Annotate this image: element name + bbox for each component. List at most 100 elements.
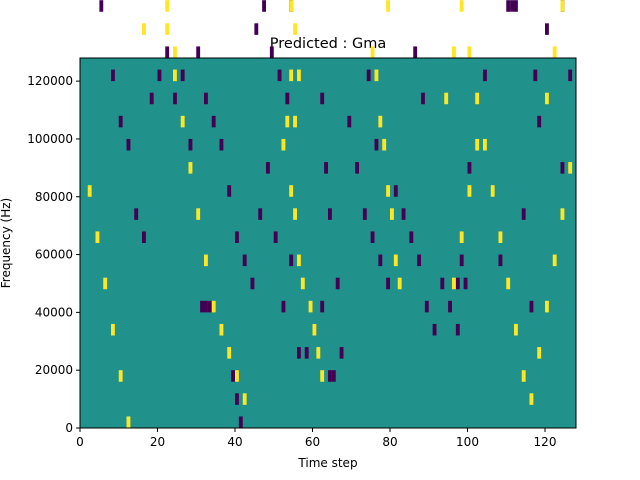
heatmap-cell-low [455, 277, 460, 290]
heatmap-cell-high [285, 115, 290, 128]
heatmap-cell-low [370, 231, 375, 243]
plot-background [80, 58, 576, 428]
y-tick-label: 100000 [27, 132, 73, 146]
heatmap-cell-low [273, 231, 278, 243]
heatmap-cell-low [366, 69, 371, 82]
heatmap-cell-high [297, 69, 301, 82]
x-tick-label: 40 [227, 435, 242, 449]
heatmap-cell-high [529, 393, 534, 405]
heatmap-cell-low [533, 69, 538, 82]
heatmap-cell-high [537, 347, 542, 359]
heatmap-cell-low [165, 46, 170, 58]
heatmap-cell-high [165, 0, 170, 12]
heatmap-cell-low [297, 347, 301, 359]
heatmap-cell-low [362, 208, 367, 220]
heatmap-cell-low [200, 300, 204, 313]
heatmap-cell-high [300, 277, 305, 290]
heatmap-cell-high [235, 370, 239, 382]
heatmap-cell-low [448, 300, 452, 313]
heatmap-cell-high [126, 416, 131, 428]
heatmap-cell-low [521, 208, 526, 220]
heatmap-cell-high [475, 92, 480, 105]
heatmap-cell-high [390, 208, 394, 220]
heatmap-cell-high [103, 277, 108, 290]
heatmap-cell-high [188, 162, 193, 174]
heatmap-cell-high [196, 208, 201, 220]
heatmap-cell-high [289, 69, 294, 82]
heatmap-cell-high [293, 115, 297, 128]
heatmap-cell-low [347, 115, 352, 128]
heatmap-cell-low [134, 208, 139, 220]
heatmap-cell-low [514, 0, 518, 12]
heatmap-cell-low [231, 370, 235, 382]
heatmap-cell-low [269, 46, 274, 58]
heatmap-cell-low [560, 162, 565, 174]
heatmap-cell-low [99, 0, 104, 12]
heatmap-cell-high [312, 323, 317, 336]
heatmap-cell-high [118, 370, 123, 382]
heatmap-cell-high [444, 92, 449, 105]
y-tick-label: 120000 [27, 74, 73, 88]
heatmap-cell-low [262, 0, 266, 12]
heatmap-cell-high [242, 393, 247, 405]
heatmap-cell-low [118, 115, 123, 128]
heatmap-cell-high [281, 138, 286, 151]
heatmap-cell-low [219, 138, 224, 151]
heatmap-cell-low [510, 0, 514, 12]
heatmap-cell-low [266, 162, 270, 174]
heatmap-cell-low [281, 300, 286, 313]
heatmap-cell-high [514, 323, 518, 336]
heatmap-cell-high [382, 138, 387, 151]
x-axis-ticks: 0 20 40 60 80 100 120 [76, 428, 556, 449]
heatmap-cell-high [316, 347, 321, 359]
heatmap-cell-low [409, 231, 414, 243]
heatmap-cell-high [560, 0, 565, 12]
heatmap-cell-high [173, 69, 177, 82]
heatmap-cell-low [324, 162, 328, 174]
heatmap-cell-low [374, 138, 379, 151]
heatmap-cell-low [242, 254, 247, 267]
heatmap-cell-high [320, 370, 325, 382]
heatmap-cell-low [506, 0, 511, 12]
heatmap-cell-high [374, 69, 379, 82]
x-tick-label: 20 [150, 435, 165, 449]
heatmap-cell-low [142, 231, 146, 243]
x-tick-label: 100 [456, 435, 479, 449]
heatmap-cell-high [459, 231, 464, 243]
heatmap-cell-low [386, 277, 390, 290]
chart-title: Predicted : Gma [270, 36, 386, 52]
heatmap-cell-low [355, 162, 359, 174]
x-tick-label: 60 [305, 435, 320, 449]
heatmap-cell-high [552, 254, 557, 267]
y-tick-label: 40000 [35, 305, 73, 319]
heatmap-cell-low [211, 115, 216, 128]
heatmap-cell-low [320, 92, 325, 105]
heatmap-cell-high [204, 254, 208, 267]
heatmap-cell-high [293, 23, 297, 35]
heatmap-cell-high [475, 138, 480, 151]
heatmap-cell-high [568, 162, 573, 174]
heatmap-cell-high [467, 185, 472, 197]
heatmap-cell-low [227, 185, 232, 197]
heatmap-cell-low [432, 323, 437, 336]
heatmap-cell-low [421, 92, 425, 105]
y-tick-label: 60000 [35, 248, 73, 262]
heatmap-cell-low [537, 115, 542, 128]
heatmap-cell-high [211, 300, 216, 313]
heatmap-cell-high [289, 185, 294, 197]
heatmap-cell-high [452, 277, 456, 290]
y-axis-label: Frequency (Hz) [0, 198, 13, 289]
heatmap-cell-low [258, 208, 263, 220]
heatmap-cell-high [467, 46, 472, 58]
heatmap-cell-low [339, 347, 344, 359]
heatmap-cell-low [393, 185, 398, 197]
heatmap-cell-low [289, 254, 294, 267]
heatmap-cell-high [370, 46, 375, 58]
heatmap-cell-high [545, 300, 549, 313]
heatmap-cell-high [452, 46, 456, 58]
x-axis-label: Time step [297, 456, 357, 470]
heatmap-cell-high [180, 115, 185, 128]
heatmap-cell-high [219, 323, 224, 336]
x-tick-label: 0 [76, 435, 84, 449]
heatmap-cell-low [455, 323, 460, 336]
